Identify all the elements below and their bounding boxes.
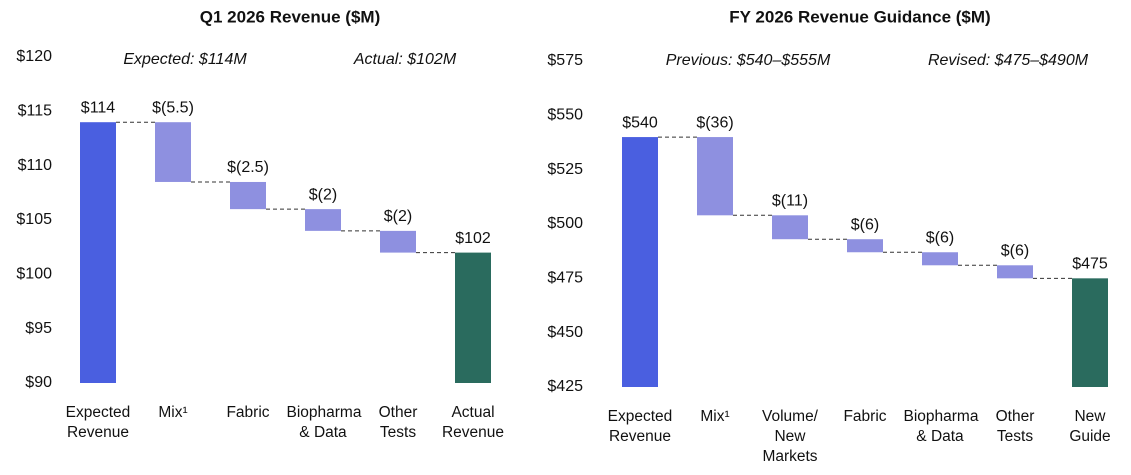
x-tick-label: Mix¹ (700, 408, 730, 425)
x-tick-label: Other Tests (378, 404, 418, 441)
value-label: $114 (81, 99, 116, 116)
bar (380, 230, 416, 253)
y-tick-label: $105 (16, 211, 52, 228)
bar (80, 122, 116, 383)
y-tick-label: $100 (16, 266, 52, 283)
annotation: Actual: $102M (353, 51, 457, 68)
y-tick-label: $115 (18, 103, 53, 120)
x-tick-label: Biopharma & Data (286, 404, 362, 441)
y-tick-label: $450 (547, 324, 583, 341)
x-tick-label: Expected Revenue (607, 408, 673, 445)
bar (997, 265, 1033, 279)
value-label: $475 (1072, 256, 1108, 273)
bar (772, 215, 808, 240)
x-tick-label: Expected Revenue (65, 404, 131, 441)
bar (155, 122, 191, 182)
x-tick-label: New Guide (1069, 408, 1111, 445)
y-tick-label: $550 (547, 107, 583, 124)
x-tick-label: Mix¹ (158, 404, 188, 421)
y-tick-label: $110 (18, 157, 53, 174)
value-label: $540 (622, 114, 658, 131)
x-tick-label: Biopharma & Data (903, 408, 979, 445)
value-label: $(36) (696, 114, 733, 131)
y-tick-label: $120 (16, 48, 52, 65)
value-label: $(6) (926, 229, 954, 246)
annotation: Revised: $475–$490M (928, 52, 1089, 69)
x-tick-label: Fabric (226, 404, 270, 421)
y-tick-label: $90 (25, 374, 52, 391)
y-tick-label: $475 (547, 270, 583, 287)
y-tick-label: $425 (547, 378, 583, 395)
x-tick-label: Volume/ New Markets (761, 408, 818, 465)
value-label: $102 (455, 230, 491, 247)
value-label: $(2) (309, 186, 337, 203)
chart-title: Q1 2026 Revenue ($M) (200, 7, 380, 26)
value-label: $(11) (772, 193, 808, 210)
bar (230, 181, 266, 210)
value-label: $(6) (1001, 243, 1029, 260)
x-tick-label: Other Tests (995, 408, 1035, 445)
bar (922, 252, 958, 266)
y-tick-label: $575 (547, 52, 583, 69)
bar (697, 137, 733, 216)
bar (455, 252, 491, 383)
value-label: $(5.5) (152, 99, 194, 116)
y-tick-label: $500 (547, 215, 583, 232)
bar (305, 209, 341, 231)
value-label: $(6) (851, 216, 879, 233)
x-tick-label: Actual Revenue (441, 404, 505, 441)
y-tick-label: $525 (547, 161, 583, 178)
annotation: Previous: $540–$555M (666, 52, 831, 69)
value-label: $(2) (384, 208, 412, 225)
y-tick-label: $95 (25, 320, 52, 337)
x-tick-label: Fabric (843, 408, 887, 425)
value-label: $(2.5) (227, 159, 269, 176)
annotation: Expected: $114M (123, 51, 247, 68)
bar (847, 239, 883, 253)
bar (622, 137, 658, 387)
bar (1072, 278, 1108, 387)
chart-title: FY 2026 Revenue Guidance ($M) (729, 7, 990, 26)
